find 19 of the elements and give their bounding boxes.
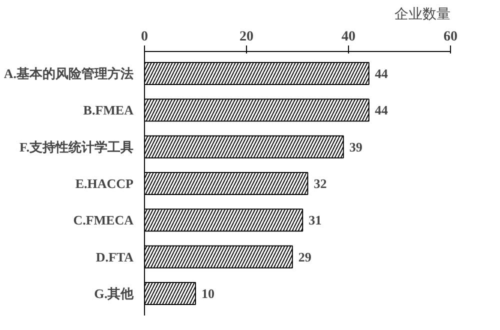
x-axis-title: 企业数量 (394, 6, 450, 22)
data-label: 10 (202, 286, 214, 301)
data-label: 32 (314, 176, 327, 191)
y-tick-label: D.FTA (96, 249, 134, 264)
x-tick-label: 0 (141, 30, 148, 44)
y-tick-label: B.FMEA (83, 102, 134, 118)
data-label: 31 (308, 212, 322, 228)
y-tick-label: G.其他 (94, 286, 134, 301)
data-label: 39 (349, 139, 363, 154)
x-tick-label: 40 (342, 30, 356, 44)
data-label: 44 (374, 102, 388, 118)
y-tick-label: F.支持性统计学工具 (20, 139, 134, 154)
y-tick-label: A.基本的风险管理方法 (4, 66, 134, 81)
x-tick-label: 60 (444, 30, 458, 44)
data-label: 29 (298, 249, 312, 264)
y-tick-label: C.FMECA (73, 212, 134, 228)
x-tick-label: 20 (240, 30, 254, 44)
data-label: 44 (374, 66, 388, 81)
y-tick-label: E.HACCP (75, 176, 134, 191)
